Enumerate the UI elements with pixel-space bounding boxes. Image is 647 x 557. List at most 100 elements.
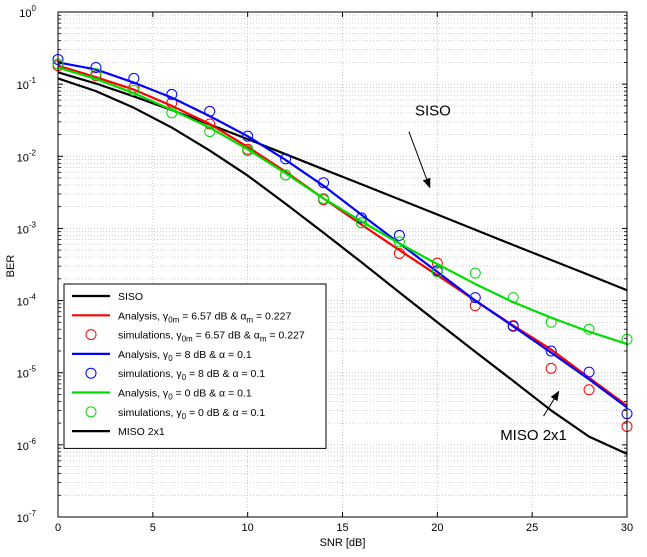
- data-point: [507, 292, 519, 304]
- legend-subscript: m: [246, 315, 253, 324]
- data-point: [166, 107, 178, 119]
- legend-subscript: 0m: [168, 315, 179, 324]
- series-7: [57, 77, 628, 455]
- y-tick-base: 10: [17, 80, 29, 92]
- legend-entry: simulations, γ0m = 6.57 dB & αm = 0.227: [85, 329, 305, 344]
- data-point: [393, 229, 405, 241]
- data-point: [280, 169, 292, 181]
- legend-box: [63, 283, 327, 449]
- data-point: [431, 257, 443, 269]
- series-line: [57, 64, 628, 407]
- series-line: [57, 61, 628, 409]
- legend-entry: simulations, γ0 = 0 dB & α = 0.1: [85, 406, 265, 421]
- legend-entry: MISO 2x1: [72, 426, 165, 438]
- legend-text-part: Analysis, γ: [118, 349, 169, 361]
- data-point: [583, 323, 595, 335]
- annotation-label: MISO 2x1: [500, 427, 567, 444]
- legend-text-part: = 0 dB & α = 0.1: [186, 407, 265, 419]
- legend-swatch-marker: [85, 329, 97, 341]
- annotations: SISO MISO 2x1: [408, 103, 567, 444]
- legend-subscript: 0: [168, 354, 173, 363]
- data-point: [128, 72, 140, 84]
- legend-label: simulations, γ0 = 0 dB & α = 0.1: [118, 407, 265, 421]
- legend-subscript: 0: [168, 393, 173, 402]
- y-tick-label: 10-7: [17, 509, 37, 525]
- series-6: [52, 58, 633, 345]
- legend-text-part: = 8 dB & α = 0.1: [173, 349, 252, 361]
- data-point: [242, 130, 254, 142]
- legend-subscript: m: [260, 335, 267, 344]
- legend-label: simulations, γ0m = 6.57 dB & αm = 0.227: [118, 330, 305, 344]
- legend-subscript: 0m: [182, 335, 193, 344]
- y-tick-label: 10-5: [17, 365, 37, 381]
- annotation-arrow: [543, 390, 560, 417]
- legend-subscript: 0: [182, 412, 187, 421]
- y-tick-exponent: -1: [29, 76, 37, 85]
- y-tick-base: 10: [17, 152, 29, 164]
- legend-subscript: 0: [182, 373, 187, 382]
- legend-entry: Analysis, γ0 = 0 dB & α = 0.1: [72, 388, 252, 402]
- data-point: [545, 362, 557, 374]
- y-tick-base: 10: [19, 8, 31, 20]
- x-tick-label: 10: [242, 522, 254, 534]
- x-tick-label: 30: [621, 522, 633, 534]
- legend-entry: Analysis, γ0 = 8 dB & α = 0.1: [72, 349, 252, 363]
- series-line: [57, 66, 628, 346]
- data-point: [393, 247, 405, 259]
- y-tick-base: 10: [17, 441, 29, 453]
- series-1: [57, 64, 628, 407]
- data-point: [204, 126, 216, 138]
- data-point: [204, 118, 216, 130]
- data-point: [583, 366, 595, 378]
- data-point: [355, 217, 367, 229]
- legend-label: SISO: [118, 291, 143, 303]
- y-tick-exponent: -6: [29, 437, 37, 446]
- y-tick-label: 10-3: [17, 220, 37, 236]
- y-tick-exponent: -5: [29, 365, 37, 374]
- y-axis-label: BER: [5, 255, 17, 278]
- x-tick-label: 20: [431, 522, 443, 534]
- legend-text-part: = 0 dB & α = 0.1: [173, 388, 252, 400]
- legend-entry: Analysis, γ0m = 6.57 dB & αm = 0.227: [72, 310, 291, 324]
- annotation-arrow: [408, 131, 431, 189]
- y-tick-base: 10: [17, 297, 29, 309]
- data-point: [242, 145, 254, 157]
- legend-label: Analysis, γ0m = 6.57 dB & αm = 0.227: [118, 310, 291, 324]
- x-tick-label: 0: [55, 522, 61, 534]
- x-axis-label: SNR [dB]: [320, 537, 366, 549]
- y-tick-exponent: -7: [29, 509, 37, 518]
- legend-entry: simulations, γ0 = 8 dB & α = 0.1: [85, 367, 265, 382]
- legend-label: Analysis, γ0 = 0 dB & α = 0.1: [118, 388, 252, 402]
- legend-text-part: = 0.227: [266, 330, 304, 342]
- series-5: [57, 66, 628, 346]
- y-tick-base: 10: [17, 369, 29, 381]
- legend-swatch-marker: [85, 406, 97, 418]
- legend-text-part: simulations, γ: [118, 330, 182, 342]
- data-point: [545, 316, 557, 328]
- legend: SISO Analysis, γ0m = 6.57 dB & αm = 0.227…: [63, 283, 327, 449]
- legend-text-part: Analysis, γ: [118, 388, 169, 400]
- y-tick-label: 10-4: [17, 293, 37, 309]
- legend-swatch-marker: [85, 367, 97, 379]
- data-point: [545, 345, 557, 357]
- legend-text-part: simulations, γ: [118, 368, 182, 380]
- data-point: [393, 236, 405, 248]
- legend-label: Analysis, γ0 = 8 dB & α = 0.1: [118, 349, 252, 363]
- x-tick-label: 25: [526, 522, 538, 534]
- y-tick-base: 10: [17, 224, 29, 236]
- series-layer: [52, 53, 633, 455]
- data-point: [469, 267, 481, 279]
- series-line: [57, 71, 628, 292]
- data-point: [583, 384, 595, 396]
- data-point: [90, 62, 102, 74]
- data-point: [469, 292, 481, 304]
- data-point: [204, 105, 216, 117]
- y-tick-base: 10: [17, 513, 29, 525]
- data-point: [280, 153, 292, 165]
- series-line: [57, 77, 628, 455]
- y-tick-label: 100: [19, 4, 36, 20]
- legend-text-part: Analysis, γ: [118, 310, 169, 322]
- data-point: [431, 266, 443, 278]
- data-point: [166, 88, 178, 100]
